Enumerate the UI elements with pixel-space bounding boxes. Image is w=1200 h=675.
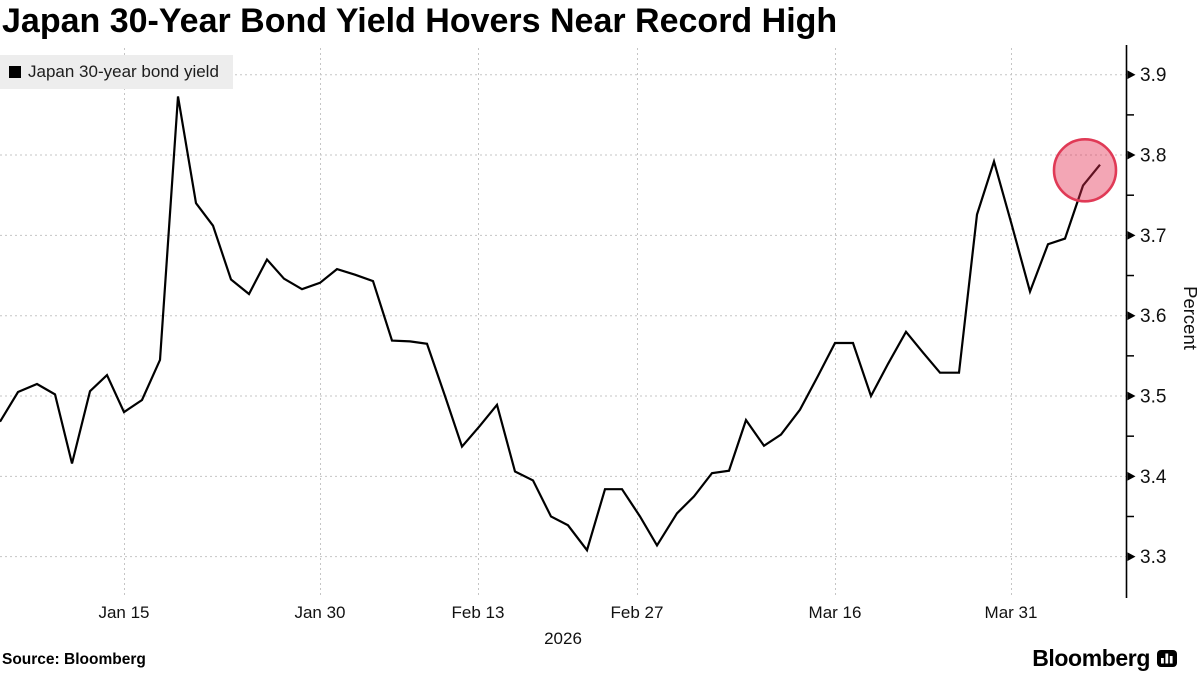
y-tick-label: 3.6 [1140,306,1166,327]
x-tick-label: Mar 31 [985,603,1038,622]
x-tick-label: Mar 16 [809,603,862,622]
y-axis-major-tick [1127,552,1136,561]
chart-legend: Japan 30-year bond yield [0,55,233,89]
y-axis-major-tick [1127,150,1136,160]
y-tick-label: 3.5 [1140,387,1166,408]
source-label: Source: Bloomberg [2,651,146,668]
y-tick-label: 3.8 [1140,146,1166,167]
series-line [0,96,1101,553]
y-axis-major-tick [1127,472,1136,481]
y-tick-label: 3.4 [1140,467,1167,488]
bloomberg-wordmark: Bloomberg [1032,645,1150,671]
x-axis-year-label: 2026 [544,629,582,648]
x-tick-label: Jan 15 [98,603,149,622]
x-tick-label: Feb 13 [452,603,505,622]
y-axis-major-tick [1127,391,1136,401]
x-tick-label: Feb 27 [611,603,664,622]
y-axis-major-tick [1127,311,1136,320]
y-axis-major-tick [1127,70,1136,80]
legend-label: Japan 30-year bond yield [28,62,219,81]
bloomberg-logo-icon [1157,649,1177,667]
bloomberg-logo: Bloomberg [1032,645,1177,672]
y-tick-label: 3.9 [1140,65,1166,86]
x-tick-label: Jan 30 [294,603,345,622]
highlight-circle [1052,138,1118,203]
legend-swatch-icon [9,66,21,78]
y-axis-title: Percent [1180,286,1200,350]
y-tick-label: 3.3 [1140,547,1166,568]
y-axis-major-tick [1127,231,1136,240]
chart-title: Japan 30-Year Bond Yield Hovers Near Rec… [2,2,838,40]
y-tick-label: 3.7 [1140,226,1166,247]
